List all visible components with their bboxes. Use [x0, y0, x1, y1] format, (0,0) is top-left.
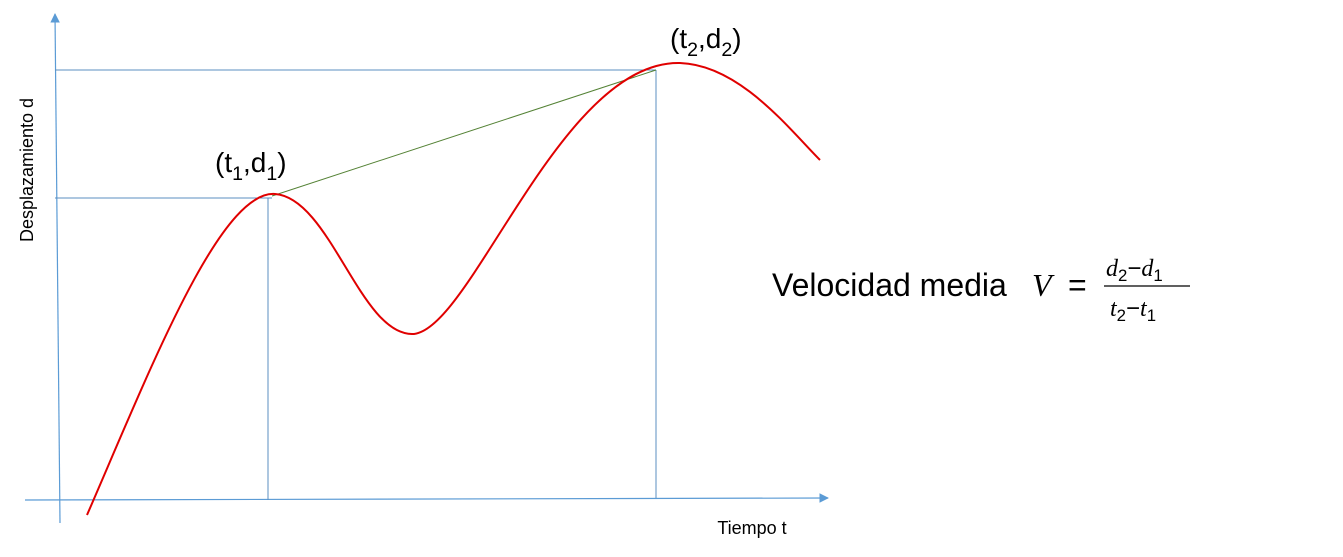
subscript: 2	[1117, 306, 1126, 325]
x-axis-label: Tiempo t	[717, 518, 786, 538]
formula-variable: V	[1032, 267, 1055, 303]
point-text: ,d	[243, 147, 266, 178]
guides	[55, 69, 657, 500]
denominator: t2−t1	[1110, 295, 1156, 325]
minus: −	[1127, 255, 1141, 282]
point-text: )	[732, 23, 741, 54]
subscript: 2	[721, 39, 732, 61]
x-axis	[24, 493, 829, 503]
displacement-curve	[86, 61, 821, 516]
y-axis	[50, 13, 61, 524]
minus: −	[1126, 295, 1140, 322]
numerator: d2−d1	[1106, 255, 1163, 285]
secant-line	[271, 69, 657, 197]
math-symbol: d	[1106, 256, 1119, 282]
subscript: 2	[687, 39, 698, 61]
formula-equals: =	[1068, 267, 1087, 303]
subscript: 1	[266, 163, 277, 185]
point-text: (t	[215, 147, 232, 178]
point-text: ,d	[698, 23, 721, 54]
subscript: 1	[1147, 306, 1156, 325]
subscript: 1	[1153, 266, 1162, 285]
point-label: (t2,d2)	[670, 23, 742, 61]
subscript: 1	[232, 163, 243, 185]
point-label: (t1,d1)	[215, 147, 287, 185]
y-axis-label: Desplazamiento d	[17, 98, 37, 242]
math-symbol: d	[1141, 256, 1154, 282]
formula-label: Velocidad media	[772, 267, 1007, 303]
subscript: 2	[1118, 266, 1127, 285]
math-symbol: t	[1110, 296, 1118, 322]
point-text: (t	[670, 23, 687, 54]
point-text: )	[277, 147, 286, 178]
math-symbol: t	[1140, 296, 1148, 322]
